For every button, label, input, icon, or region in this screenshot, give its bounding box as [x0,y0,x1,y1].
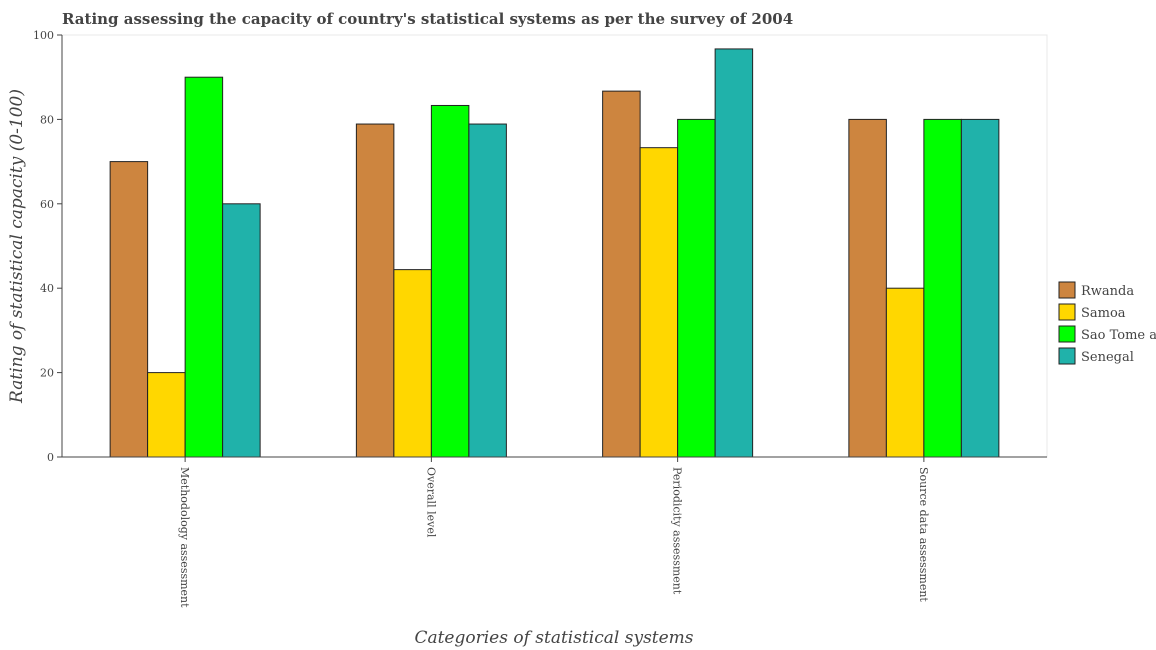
y-tick-label: 60 [40,198,54,211]
legend-swatch [1058,347,1076,365]
y-tick-label: 20 [40,367,54,380]
y-tick-label: 40 [40,282,54,295]
legend-label: Senegal [1081,350,1134,365]
bar-4-1 [222,203,261,458]
legend-label: Samoa [1081,306,1126,321]
y-axis-ticks: 0 20 40 60 80 100 [33,29,62,464]
bar-2-1 [147,372,186,458]
bar-2-3 [639,147,679,458]
x-axis-label: Categories of statistical systems [414,628,693,648]
bar-2-4 [885,287,925,458]
bar-2-2 [393,269,432,458]
legend-swatch [1058,303,1076,321]
legend-label: Sao Tome and Principe [1081,328,1156,343]
x-tick-label: Source data assessment [917,467,930,602]
legend-label: Rwanda [1081,284,1134,299]
x-tick-label: Overall level [424,467,437,538]
bar-4-3 [714,48,754,458]
y-tick-label: 80 [40,113,54,126]
y-axis-label: Rating of statistical capacity (0-100) [7,89,27,404]
bar-1-2 [355,123,395,458]
y-tick-label: 100 [33,29,54,42]
bar-3-2 [430,104,470,458]
bar-1-1 [109,161,149,458]
x-axis-ticks: Methodology assessment Overall level Perio… [178,457,930,608]
legend-swatch [1058,325,1076,343]
bar-4-4 [960,118,1000,458]
bar-3-3 [677,118,716,458]
legend: Rwanda Samoa Sao Tome and Principe Senegal [1058,281,1156,365]
legend-swatch [1058,281,1076,299]
x-tick-label: Periodicity assessment [671,467,684,595]
chart-title: Rating assessing the capacity of country… [62,10,793,28]
y-tick-label: 0 [47,451,54,464]
bar-4-2 [468,123,507,458]
x-tick-label: Methodology assessment [178,467,191,608]
bar-3-4 [923,118,962,458]
bar-3-1 [184,76,224,458]
bar-1-3 [602,90,641,458]
bars-group [109,48,1000,458]
bar-1-4 [848,118,887,458]
